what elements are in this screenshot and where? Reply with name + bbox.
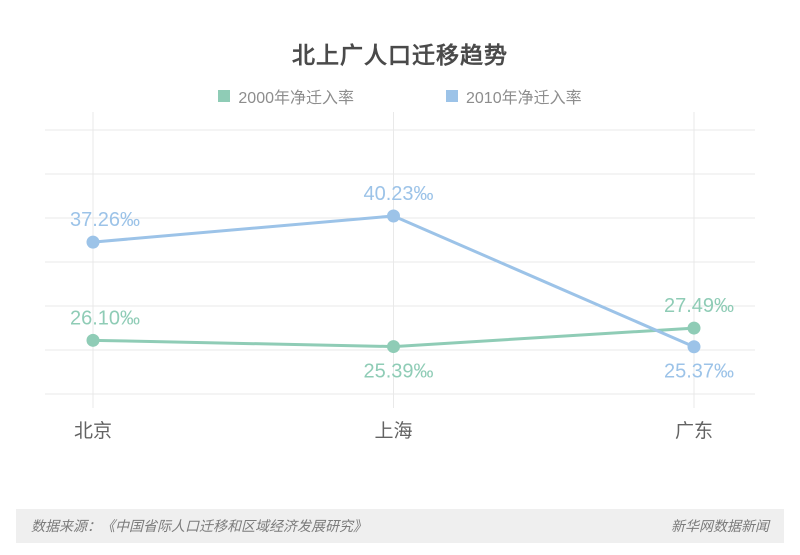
footer-bar: 数据来源：《中国省际人口迁移和区域经济发展研究》 新华网数据新闻 [16, 509, 784, 543]
legend-swatch-icon [446, 90, 458, 102]
data-point[interactable] [86, 333, 100, 347]
legend-item-1[interactable]: 2010年净迁入率 [446, 84, 582, 108]
chart-title: 北上广人口迁移趋势 [292, 42, 508, 68]
legend-item-0[interactable]: 2000年净迁入率 [218, 84, 354, 108]
x-axis-label: 上海 [374, 420, 412, 442]
data-point[interactable] [387, 209, 400, 223]
legend-swatch-icon [218, 90, 231, 102]
data-point[interactable] [387, 340, 400, 354]
publisher-text: 新华网数据新闻 [671, 518, 769, 534]
x-axis-label: 北京 [74, 420, 112, 442]
data-point-label: 25.39‰ [363, 361, 433, 383]
data-point-label: 25.37‰ [664, 361, 734, 383]
legend-label: 2000年净迁入率 [238, 90, 354, 107]
legend: 2000年净迁入率 2010年净迁入率 [0, 84, 800, 108]
data-point[interactable] [86, 235, 100, 249]
legend-label: 2010年净迁入率 [466, 90, 582, 107]
data-source-text: 数据来源：《中国省际人口迁移和区域经济发展研究》 [31, 518, 367, 534]
data-point[interactable] [687, 321, 701, 335]
data-point[interactable] [687, 340, 701, 354]
data-point-label: 40.23‰ [363, 183, 433, 205]
x-axis-label: 广东 [675, 420, 713, 442]
data-point-label: 26.10‰ [70, 307, 140, 329]
data-point-label: 37.26‰ [70, 209, 140, 231]
data-point-label: 27.49‰ [664, 295, 734, 317]
chart-canvas: 北京 上海 广东 26.10‰ 25.39‰ 27.49‰ 37.26‰ 40.23‰ 25.3… [45, 112, 755, 442]
